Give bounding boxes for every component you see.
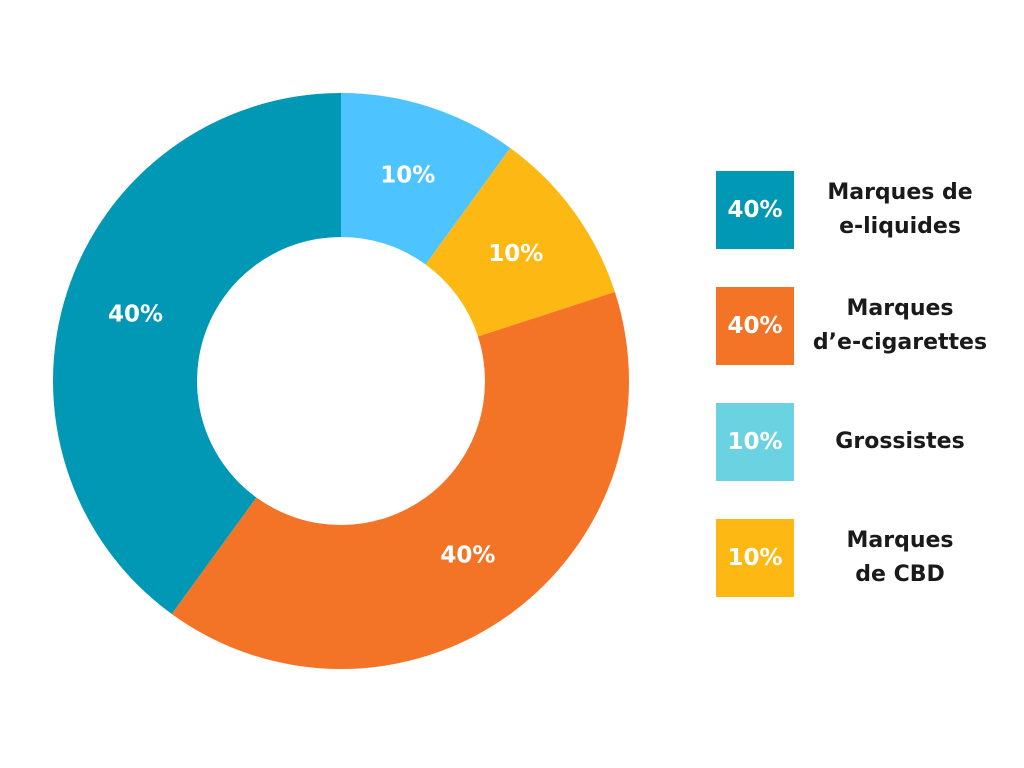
legend-item-cbd: 10% Marques de CBD: [716, 519, 1016, 597]
legend-swatch: 10%: [716, 519, 794, 597]
slice-label-3: 40%: [108, 301, 163, 327]
legend-swatch: 10%: [716, 403, 794, 481]
donut-slice-3: [53, 93, 342, 614]
legend-label: Grossistes: [835, 429, 965, 454]
slice-label-2: 40%: [440, 543, 495, 569]
legend-label: Marques de CBD: [846, 528, 954, 587]
legend-label: Marques de e-liquides: [827, 180, 973, 239]
slice-label-1: 10%: [488, 241, 543, 267]
legend-item-e-liquides: 40% Marques de e-liquides: [716, 171, 1016, 249]
donut-slice-1: [425, 148, 615, 337]
legend-label: Marques d’e-cigarettes: [812, 296, 988, 355]
donut-slice-2: [171, 292, 630, 670]
donut-slice-0: [341, 93, 511, 265]
legend-swatch: 40%: [716, 287, 794, 365]
legend-item-grossistes: 10% Grossistes: [716, 403, 1016, 481]
slice-label-0: 10%: [380, 163, 435, 189]
legend-swatch: 40%: [716, 171, 794, 249]
legend-item-e-cigarettes: 40% Marques d’e-cigarettes: [716, 287, 1016, 365]
